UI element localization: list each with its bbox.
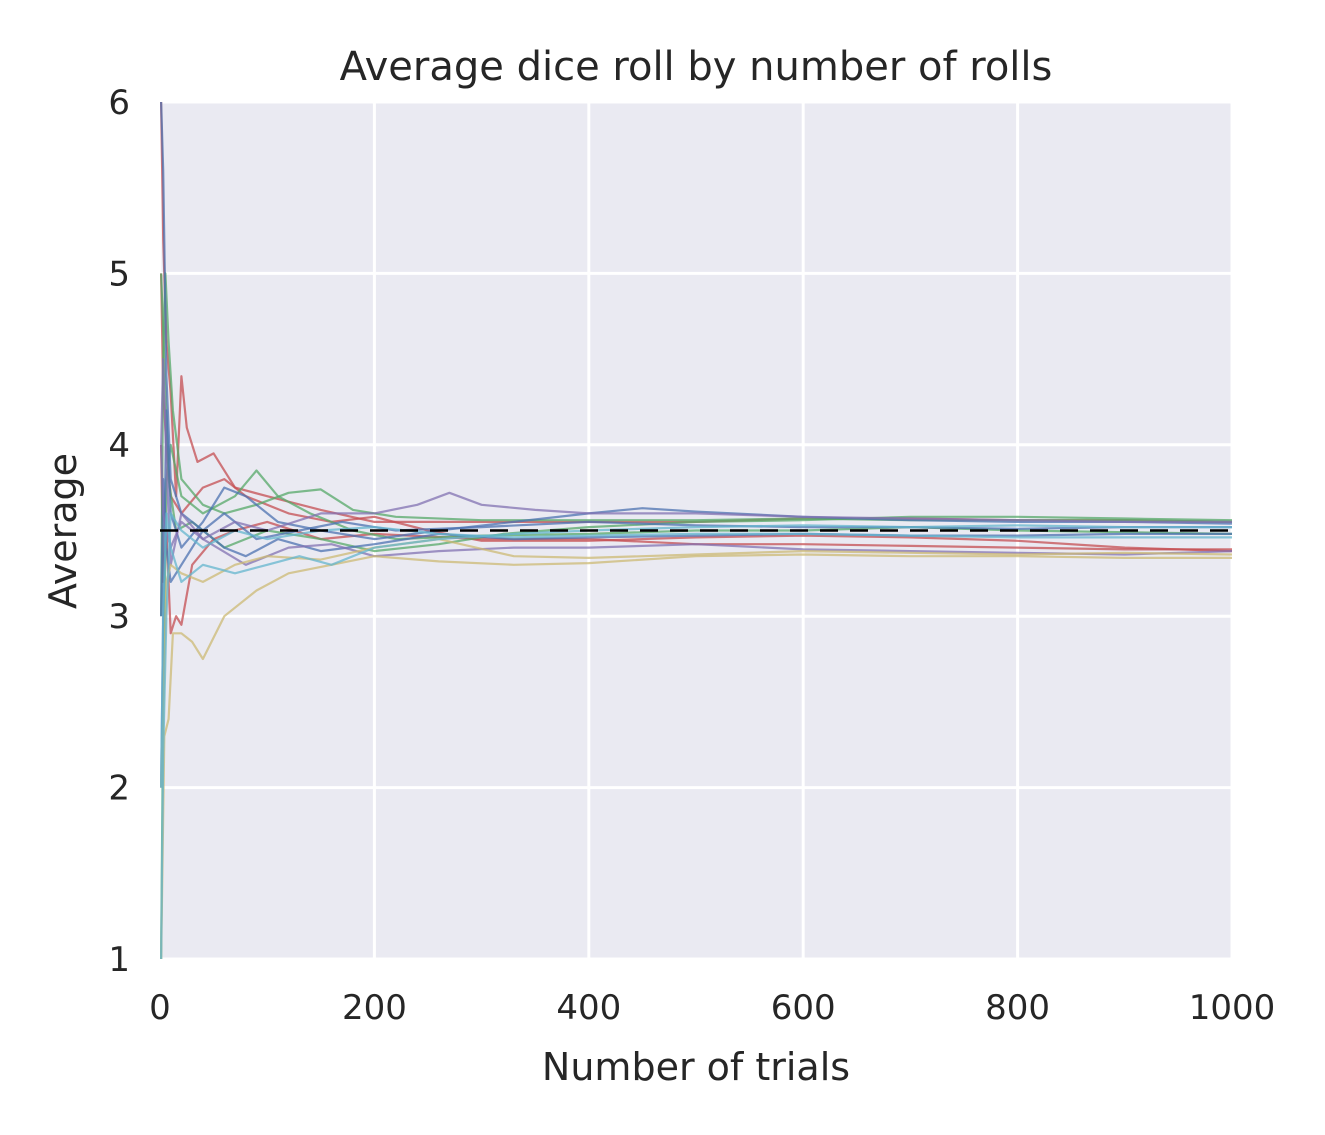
y-tick-labels: 1 2 3 4 5 6 — [108, 83, 130, 980]
x-tick-label: 200 — [342, 988, 407, 1028]
x-tick-label: 0 — [149, 988, 171, 1028]
series-line-12 — [160, 553, 1232, 960]
series-line-14 — [160, 512, 1232, 788]
x-tick-label: 800 — [985, 988, 1050, 1028]
x-tick-labels: 0 200 400 600 800 1000 — [149, 988, 1275, 1028]
x-axis-title: Number of trials — [542, 1045, 850, 1089]
series-line-10 — [160, 358, 1232, 566]
chart-title: Average dice roll by number of rolls — [340, 44, 1053, 90]
series-line-15 — [160, 512, 1232, 960]
series-line-7 — [160, 409, 1233, 788]
y-tick-label: 1 — [108, 940, 130, 980]
x-tick-label: 400 — [556, 988, 621, 1028]
y-axis-title: Average — [41, 453, 85, 609]
y-tick-label: 4 — [108, 426, 130, 466]
x-tick-label: 1000 — [1189, 988, 1276, 1028]
y-tick-label: 3 — [108, 597, 130, 637]
y-tick-label: 2 — [108, 769, 130, 809]
y-tick-label: 6 — [108, 83, 130, 123]
y-tick-label: 5 — [108, 254, 130, 294]
x-tick-label: 600 — [771, 988, 836, 1028]
